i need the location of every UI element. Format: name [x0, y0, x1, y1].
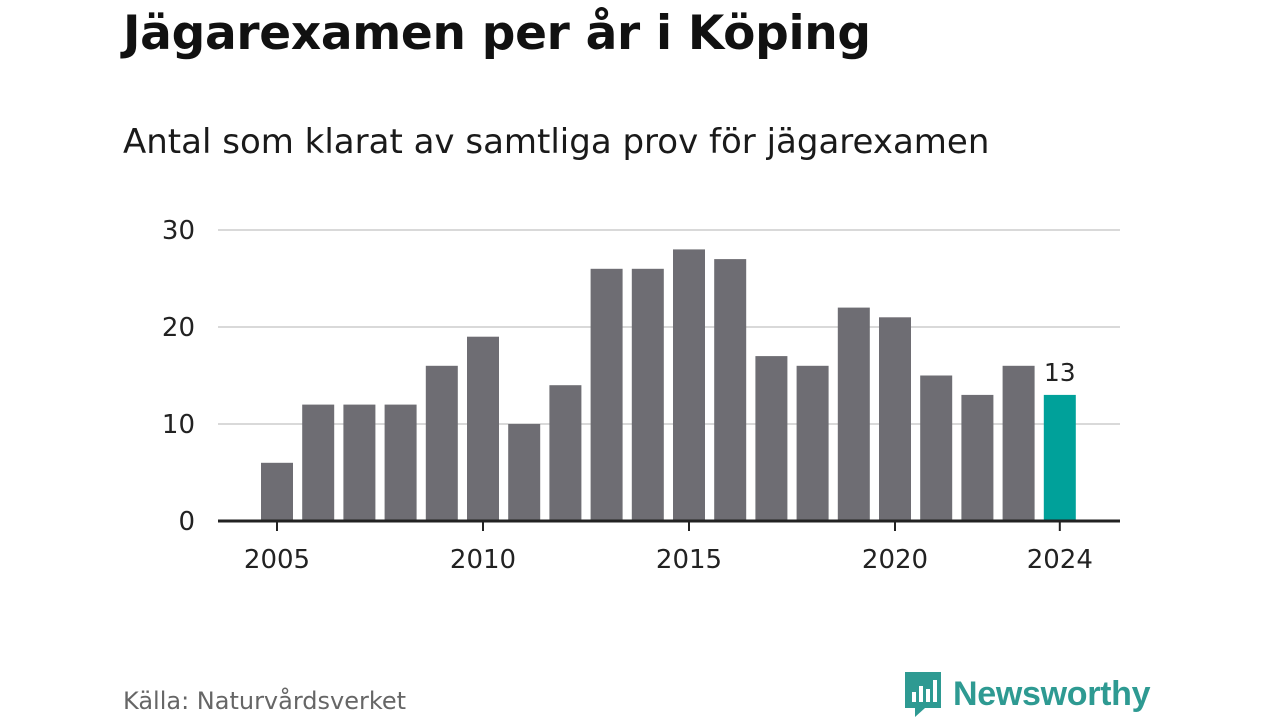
bar-2021: [920, 375, 953, 521]
x-tick-label-2015: 2015: [656, 545, 722, 575]
x-tick-label-2020: 2020: [862, 545, 928, 575]
bar-chart: 0 10 20 30 13 2005 2010 2015 2020 2024: [162, 216, 1120, 575]
bar-2023: [1002, 365, 1035, 521]
bar-2024: [1043, 394, 1076, 521]
y-tick-label: 30: [162, 216, 195, 246]
bar-2019: [837, 307, 870, 521]
bar-2009: [425, 365, 458, 521]
source-note: Källa: Naturvårdsverket: [123, 687, 407, 715]
data-label-2024: 13: [1044, 358, 1076, 387]
chart-title: Jägarexamen per år i Köping: [123, 6, 871, 61]
y-tick-label: 20: [162, 313, 195, 343]
bar-2015: [673, 249, 705, 521]
x-tick-label-2010: 2010: [450, 545, 516, 575]
brand-name: Newsworthy: [953, 674, 1151, 713]
bar-2016: [714, 259, 747, 521]
bar-2011: [508, 424, 541, 521]
bar-2006: [302, 404, 335, 521]
x-tick-label-2024: 2024: [1027, 545, 1093, 575]
bar-2014: [631, 268, 664, 521]
newsworthy-logo-icon: [905, 672, 941, 717]
bar-2010: [467, 336, 499, 521]
bar-2013: [590, 268, 623, 521]
bar-2008: [384, 404, 417, 521]
x-tick-label-2005: 2005: [244, 545, 310, 575]
bar-2012: [549, 385, 582, 521]
bar-2017: [755, 356, 788, 521]
bar-2022: [961, 394, 994, 521]
newsworthy-brand: Newsworthy: [903, 670, 1151, 718]
chart-subtitle: Antal som klarat av samtliga prov för jä…: [123, 122, 990, 162]
bar-2020: [879, 317, 911, 521]
bar-2005: [261, 462, 293, 521]
bar-2018: [796, 365, 829, 521]
bar-2007: [343, 404, 376, 521]
y-tick-label: 0: [178, 507, 195, 537]
y-tick-label: 10: [162, 410, 195, 440]
